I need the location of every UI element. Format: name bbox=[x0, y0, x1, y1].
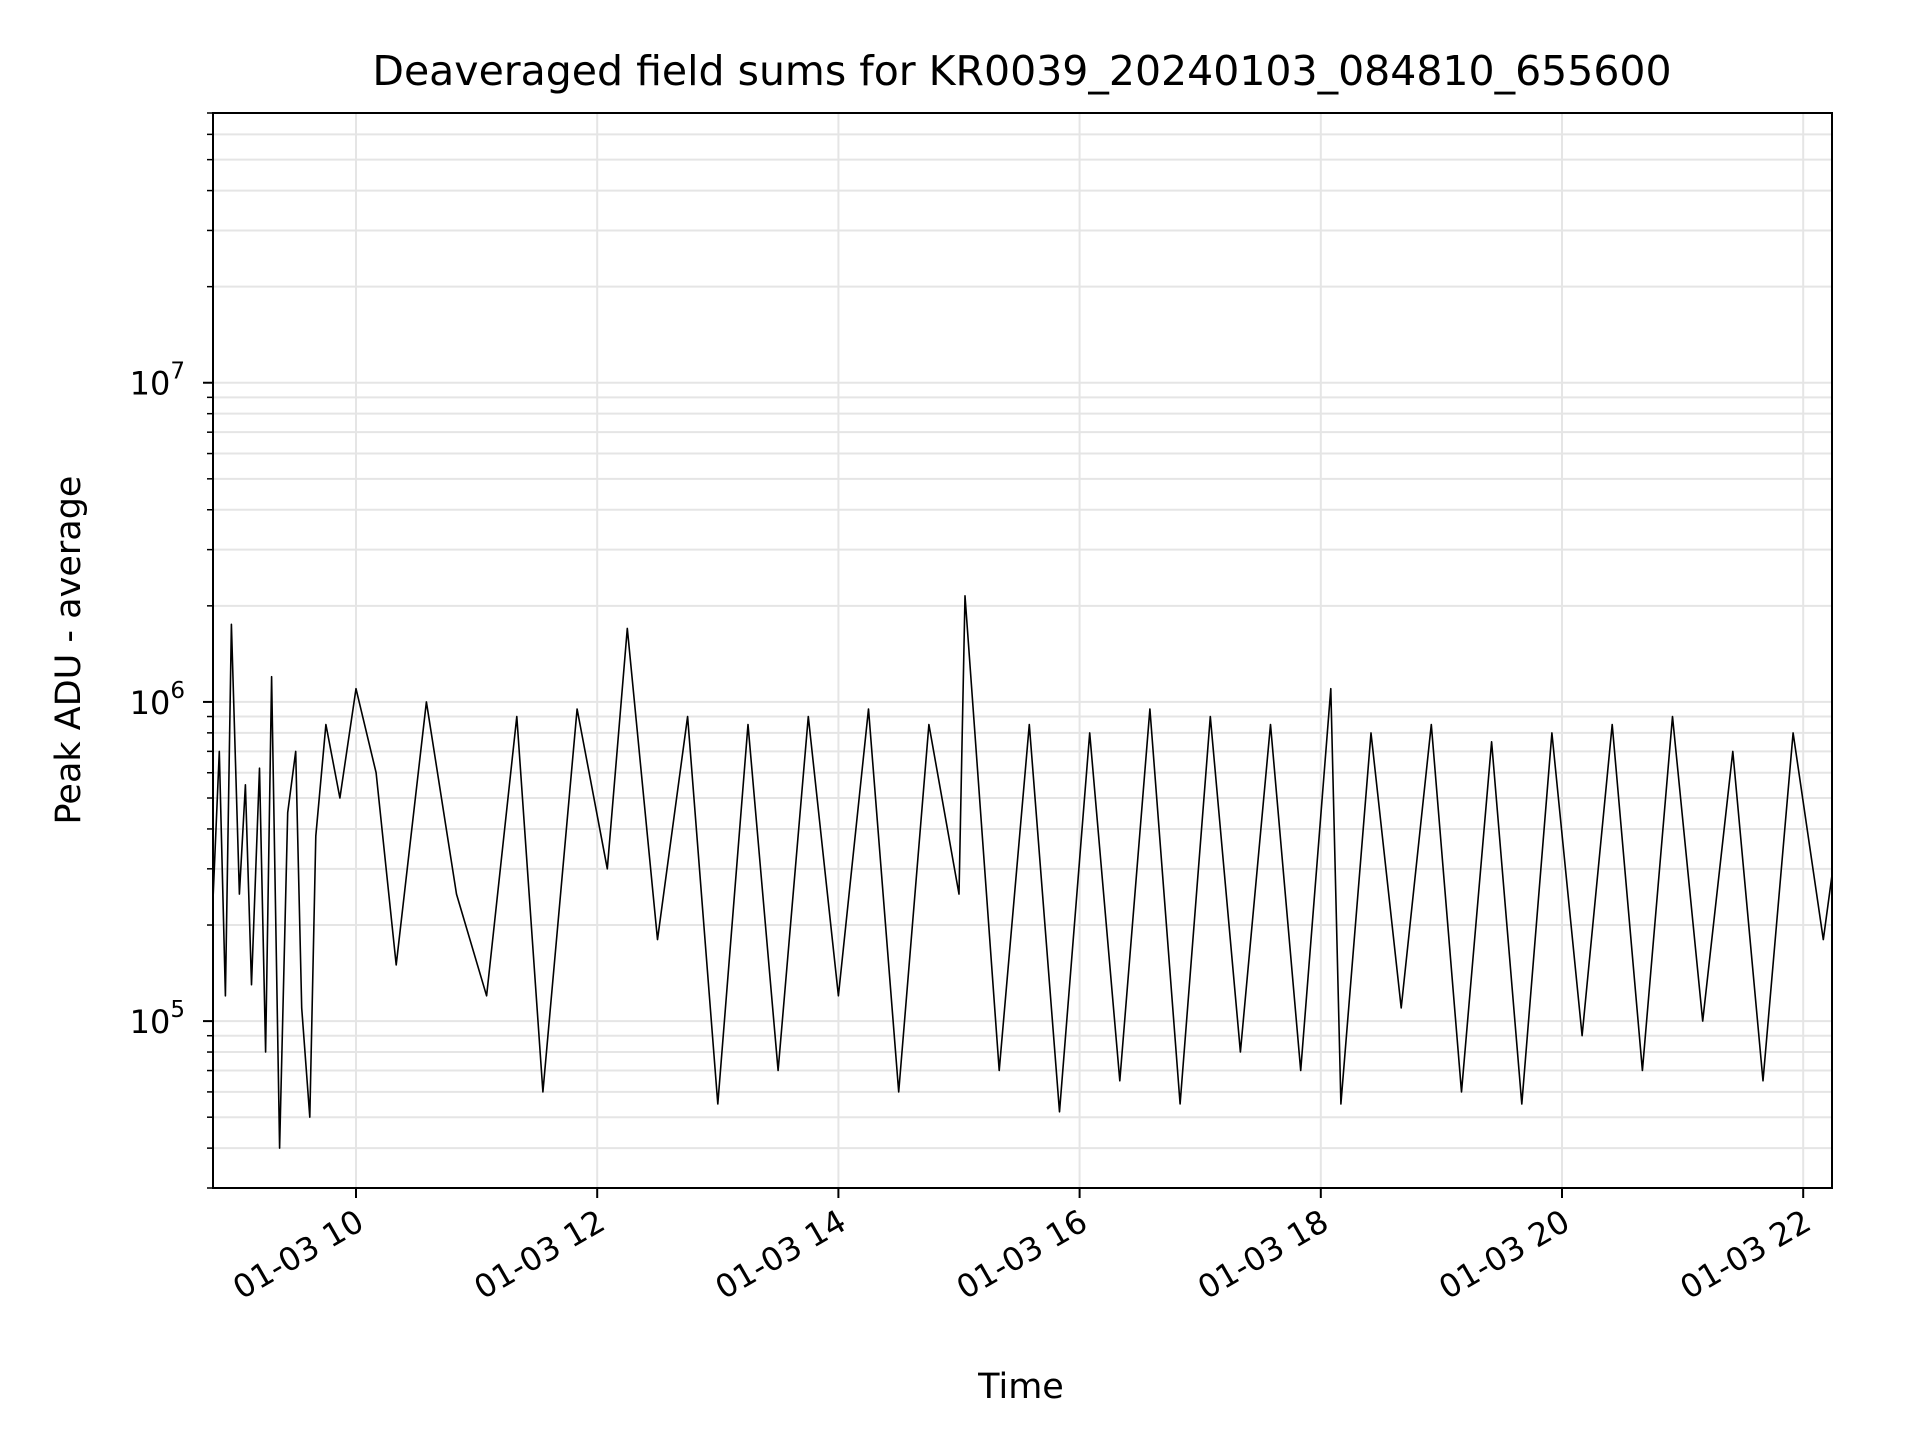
series bbox=[213, 595, 1832, 1149]
y-tick-exponent: 7 bbox=[170, 359, 185, 385]
series-line-0 bbox=[213, 595, 1832, 1149]
y-tick-base: 10 bbox=[130, 1003, 171, 1041]
y-tick-base: 10 bbox=[130, 365, 171, 403]
y-tick-exponent: 5 bbox=[170, 997, 185, 1023]
chart-title: Deaveraged field sums for KR0039_2024010… bbox=[372, 47, 1671, 95]
y-tick-label: 105 bbox=[130, 997, 185, 1041]
y-tick-base: 10 bbox=[130, 684, 171, 722]
y-tick-label: 107 bbox=[130, 359, 185, 403]
plot-frame bbox=[212, 112, 1833, 1189]
y-tick-exponent: 6 bbox=[170, 678, 185, 704]
y-tick-label: 106 bbox=[130, 678, 185, 722]
y-axis-label: Peak ADU - average bbox=[49, 476, 89, 825]
x-axis-label: Time bbox=[977, 1367, 1064, 1407]
